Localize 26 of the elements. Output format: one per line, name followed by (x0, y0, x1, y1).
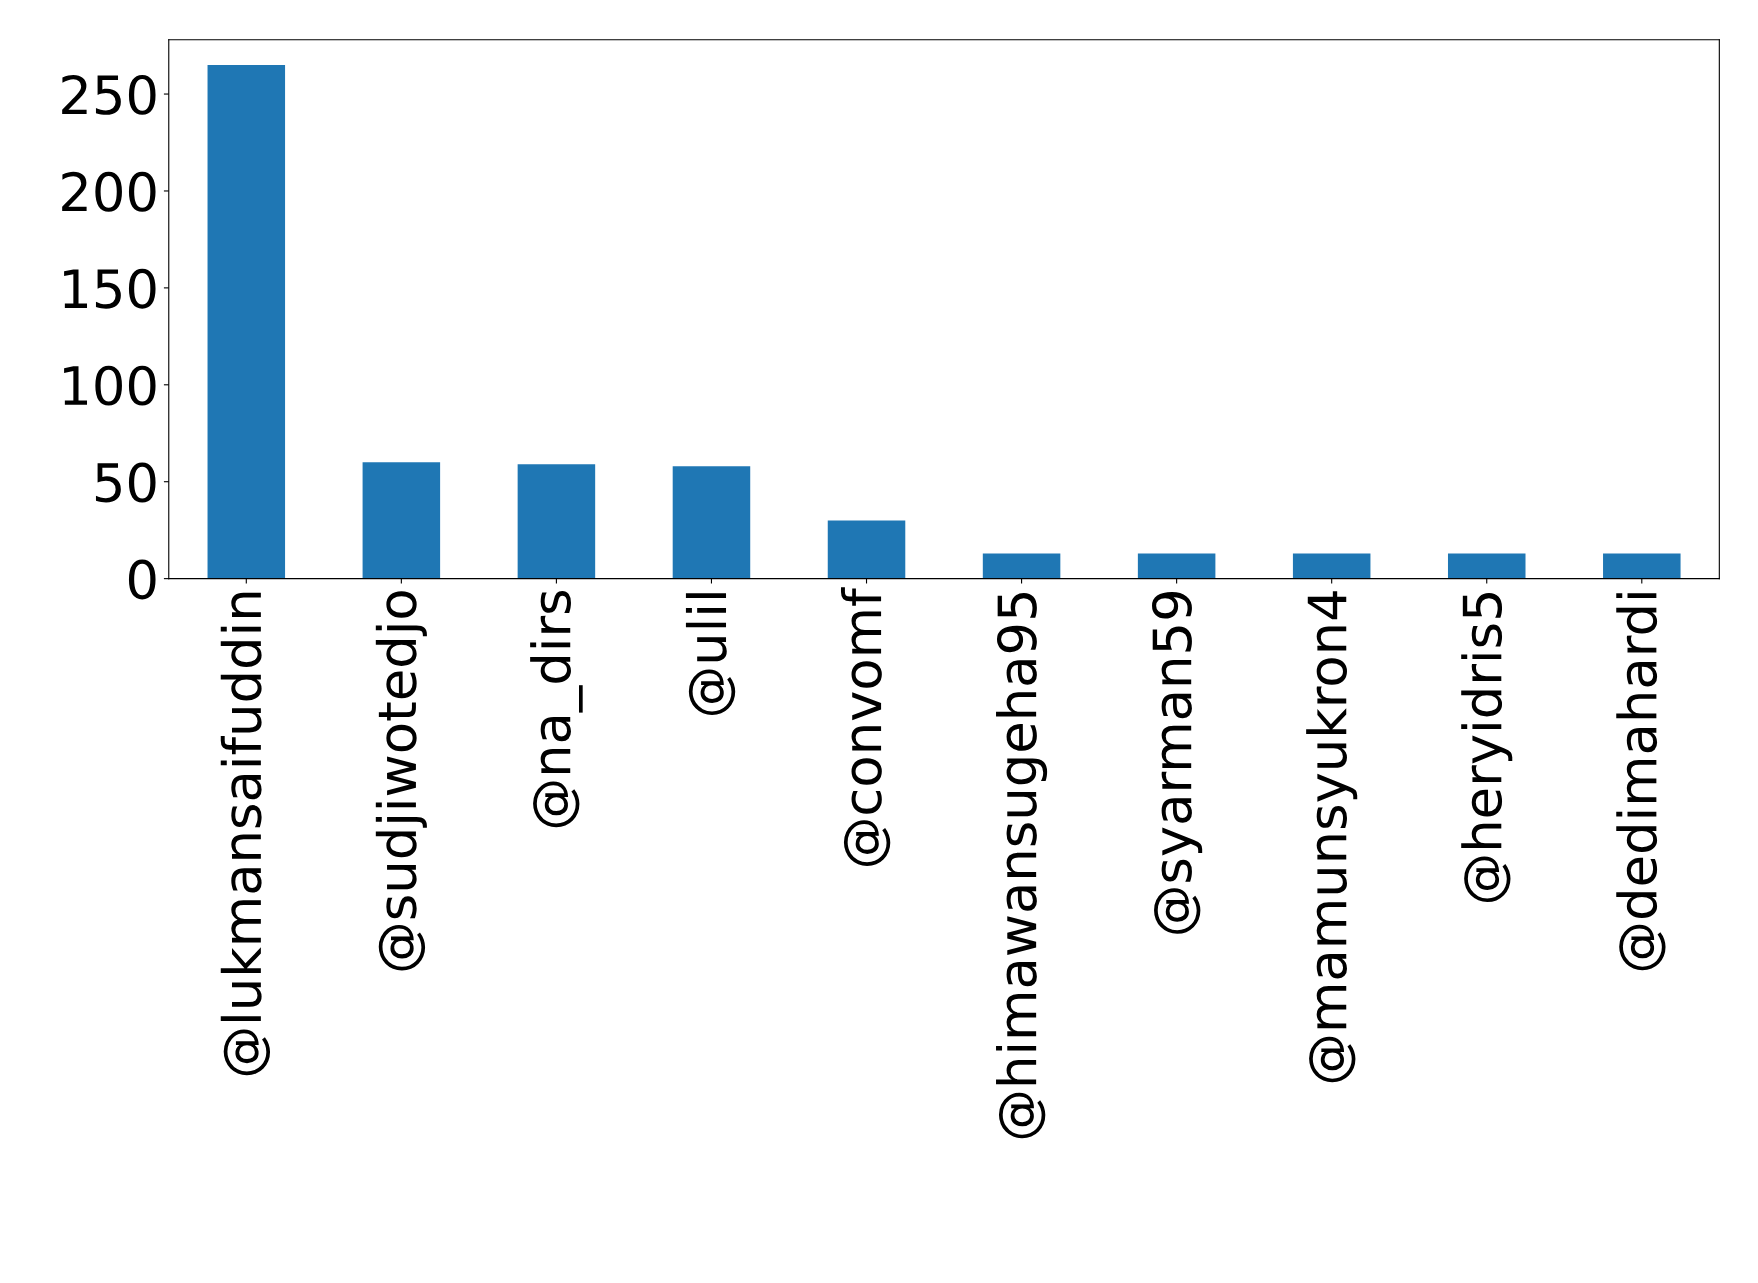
x-tick-label: @syarman59 (1152, 592, 1203, 934)
x-tick-label: @convomf (840, 587, 891, 866)
y-tick-label: 0 (128, 559, 156, 600)
y-tick-label: 200 (62, 171, 156, 212)
x-tick-label: @ulil (685, 593, 736, 716)
bar (517, 464, 596, 579)
y-tick-label: 100 (64, 365, 156, 406)
x-tick-label: @mamunsyukron4 (1306, 591, 1358, 1083)
x-tick-label: @lukmansaifuddin (220, 592, 271, 1076)
bar (827, 520, 906, 579)
x-tick-label: @na_dirs (530, 590, 583, 828)
bar (1447, 553, 1526, 579)
bar (1603, 553, 1681, 579)
x-tick-label: @dedimahardi (1616, 593, 1666, 971)
bar (1292, 553, 1371, 579)
bar (1137, 553, 1216, 579)
y-tick-label: 50 (95, 462, 156, 503)
x-tick-label: @sudjiwotedjo (375, 591, 427, 971)
y-tick-label: 150 (64, 268, 156, 309)
x-tick-label: @heryidris5 (1461, 592, 1513, 903)
bar (207, 64, 286, 579)
bar (672, 466, 751, 579)
y-tick-label: 250 (62, 74, 156, 115)
bar (982, 553, 1061, 579)
x-tick-label: @himawansugeha95 (996, 592, 1048, 1139)
bar (362, 462, 441, 579)
